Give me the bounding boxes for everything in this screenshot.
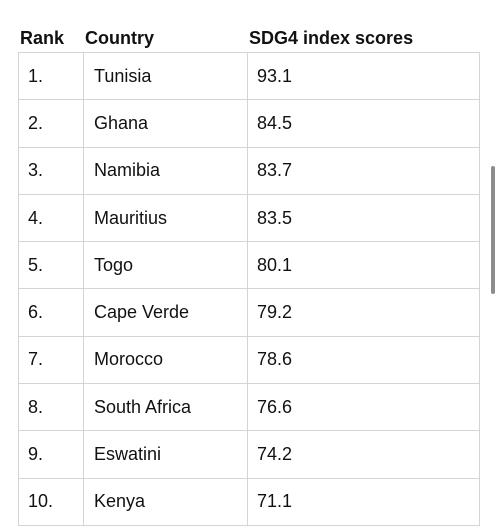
country-cell: Mauritius [84,194,248,242]
country-cell: Eswatini [84,431,248,478]
rank-cell: 10. [19,478,84,525]
table-row: 8. South Africa 76.6 [19,384,479,432]
score-cell: 83.5 [257,207,293,228]
rank-cell: 9. [19,431,84,478]
score-cell: 93.1 [257,65,293,86]
rank-cell: 5. [19,242,84,289]
table-row: 5. Togo 80.1 [19,242,479,290]
vertical-scrollbar[interactable] [491,166,495,294]
table-row: 4. Mauritius 83.5 [19,194,479,243]
rank-cell: 4. [19,194,84,242]
score-cell: 83.7 [257,160,293,181]
header-rank: Rank [20,27,65,48]
rank-cell: 8. [19,384,84,431]
country-cell: Morocco [84,336,248,384]
country-cell: Ghana [84,100,248,147]
score-cell: 71.1 [257,491,293,512]
table-header: Rank Country SDG4 index scores [18,24,480,53]
table-row: 7. Morocco 78.6 [19,336,479,385]
score-cell: 84.5 [257,112,293,133]
table-row: 3. Namibia 83.7 [19,147,479,195]
country-cell: Togo [84,242,248,289]
country-cell: South Africa [84,384,248,431]
table-row: 1. Tunisia 93.1 [19,53,479,101]
rank-cell: 3. [19,147,84,194]
score-cell: 79.2 [257,302,293,323]
table-row: 2. Ghana 84.5 [19,100,479,148]
score-cell: 78.6 [257,349,293,370]
rank-cell: 2. [19,100,84,147]
country-cell: Cape Verde [84,289,248,336]
country-cell: Kenya [84,478,248,525]
table-row: 9. Eswatini 74.2 [19,431,479,479]
table-row: 6. Cape Verde 79.2 [19,289,479,337]
header-score: SDG4 index scores [249,27,414,48]
rank-cell: 6. [19,289,84,336]
table-row: 10. Kenya 71.1 [19,478,479,526]
country-cell: Tunisia [84,53,248,100]
score-cell: 80.1 [257,254,293,275]
sdg4-ranking-table: Rank Country SDG4 index scores 1. Tunisia… [18,24,480,526]
header-country: Country [85,27,154,48]
rank-cell: 1. [19,53,84,100]
rank-cell: 7. [19,336,84,384]
country-cell: Namibia [84,147,248,194]
score-cell: 76.6 [257,396,293,417]
table-body: 1. Tunisia 93.1 2. Ghana 84.5 3. Namibia 83.7 4. M… [18,53,480,526]
score-cell: 74.2 [257,444,293,465]
